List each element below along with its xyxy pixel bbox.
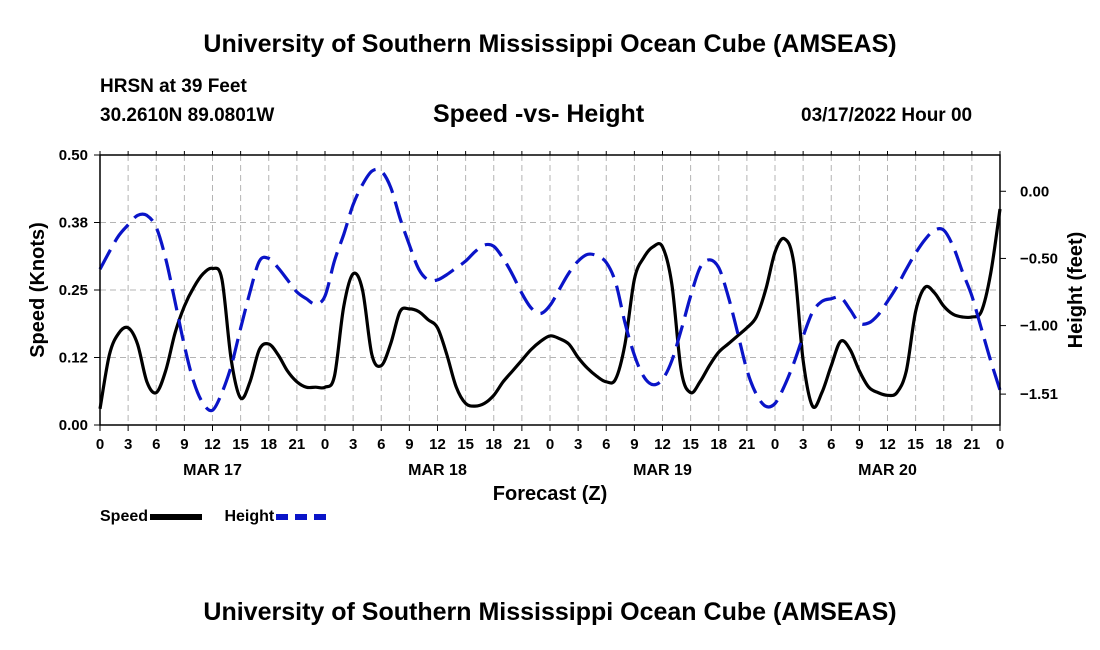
x-tick-label: 18 <box>935 436 952 453</box>
x-tick-label: 21 <box>964 436 981 453</box>
legend-height-swatch <box>276 514 327 520</box>
x-tick-label: 6 <box>377 436 385 453</box>
y-left-tick-label: 0.12 <box>59 350 88 367</box>
x-date-label: MAR 19 <box>633 462 692 479</box>
x-date-label: MAR 18 <box>408 462 467 479</box>
series-line-height <box>98 167 1002 413</box>
y-right-tick-label: −1.51 <box>1020 386 1058 403</box>
x-tick-label: 9 <box>855 436 863 453</box>
x-tick-label: 15 <box>907 436 924 453</box>
y-axis-right-label: Height (feet) <box>1065 232 1087 349</box>
x-tick-label: 0 <box>771 436 779 453</box>
x-tick-label: 9 <box>630 436 638 453</box>
chart-legend: Speed Height <box>100 508 344 530</box>
x-tick-label: 12 <box>429 436 446 453</box>
x-tick-label: 3 <box>574 436 582 453</box>
x-tick-label: 21 <box>289 436 306 453</box>
x-tick-label: 12 <box>204 436 221 453</box>
grid-layer <box>100 155 1000 425</box>
y-left-tick-label: 0.00 <box>59 417 88 434</box>
legend-speed-label: Speed <box>100 508 149 525</box>
x-tick-label: 0 <box>321 436 329 453</box>
x-tick-label: 12 <box>879 436 896 453</box>
y-right-tick-label: −0.50 <box>1020 250 1058 267</box>
x-tick-label: 18 <box>485 436 502 453</box>
station-coordinates: 30.2610N 89.0801W <box>100 105 275 126</box>
x-tick-label: 21 <box>739 436 756 453</box>
x-tick-label: 6 <box>152 436 160 453</box>
x-tick-label: 3 <box>349 436 357 453</box>
legend-speed-swatch <box>150 514 203 520</box>
legend-item-speed: Speed <box>100 508 203 526</box>
x-tick-label: 15 <box>457 436 474 453</box>
forecast-datetime: 03/17/2022 Hour 00 <box>801 105 973 126</box>
x-date-label: MAR 17 <box>183 462 242 479</box>
x-tick-label: 18 <box>260 436 277 453</box>
x-tick-label: 18 <box>710 436 727 453</box>
x-tick-label: 12 <box>654 436 671 453</box>
y-left-tick-label: 0.38 <box>59 215 88 232</box>
series-layer <box>98 167 1002 413</box>
legend-item-height: Height <box>224 508 327 526</box>
x-tick-label: 21 <box>514 436 531 453</box>
x-axis-label: Forecast (Z) <box>493 483 607 505</box>
x-tick-label: 15 <box>232 436 249 453</box>
x-tick-label: 3 <box>799 436 807 453</box>
x-tick-label: 6 <box>827 436 835 453</box>
y-axis-left-label: Speed (Knots) <box>27 222 49 358</box>
tick-layer: 0 3 6 9 12 15 18 21 0 3 6 9 12 15 18 21 0 3 6 9 12 15 18 21 0 3 6 9… <box>59 147 1058 479</box>
x-tick-label: 0 <box>96 436 104 453</box>
y-right-tick-label: 0.00 <box>1020 183 1049 200</box>
station-label: HRSN at 39 Feet <box>100 76 247 97</box>
x-date-label: MAR 20 <box>858 462 917 479</box>
y-right-tick-label: −1.00 <box>1020 318 1058 335</box>
plot-frame <box>99 154 1001 426</box>
chart-subtitle: Speed -vs- Height <box>433 100 645 128</box>
x-tick-label: 6 <box>602 436 610 453</box>
x-tick-label: 3 <box>124 436 132 453</box>
footer-title: University of Southern Mississippi Ocean… <box>203 598 897 626</box>
x-tick-label: 9 <box>180 436 188 453</box>
x-tick-label: 0 <box>996 436 1004 453</box>
y-left-tick-label: 0.50 <box>59 147 88 164</box>
chart-main-title: University of Southern Mississippi Ocean… <box>203 30 897 58</box>
x-tick-label: 9 <box>405 436 413 453</box>
series-line-speed <box>98 208 1002 410</box>
x-tick-label: 15 <box>682 436 699 453</box>
legend-height-label: Height <box>224 508 275 525</box>
y-left-tick-label: 0.25 <box>59 282 88 299</box>
x-tick-label: 0 <box>546 436 554 453</box>
